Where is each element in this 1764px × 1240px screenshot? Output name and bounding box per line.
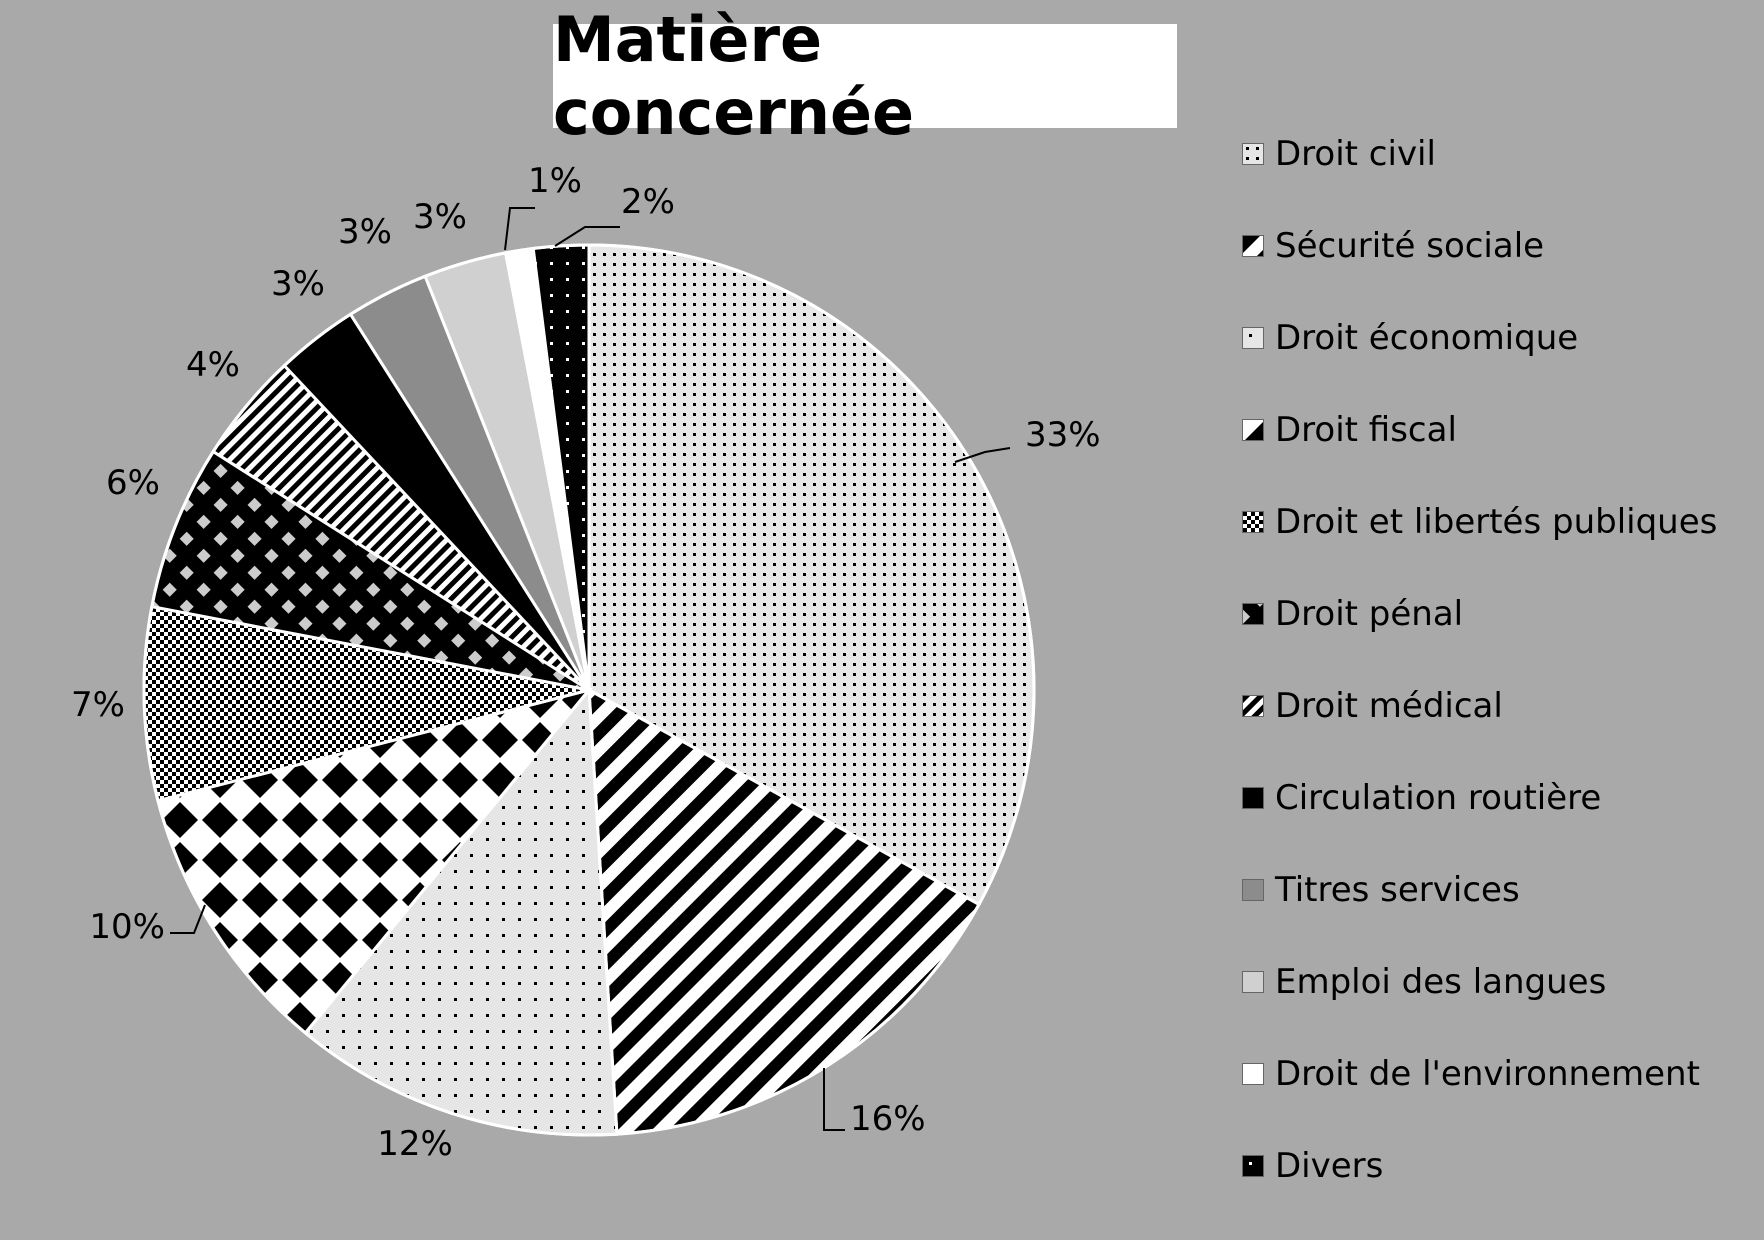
legend-item: Droit économique	[1242, 292, 1763, 384]
legend-label: Droit civil	[1275, 134, 1436, 174]
data-label: 7%	[71, 685, 125, 725]
legend-swatch	[1242, 1063, 1264, 1085]
data-label: 12%	[377, 1124, 453, 1164]
legend-item: Droit de l'environnement	[1242, 1028, 1763, 1120]
legend-swatch	[1242, 971, 1264, 993]
leader-lines	[170, 207, 1011, 1131]
legend-item: Emploi des langues	[1242, 936, 1763, 1028]
legend-label: Emploi des langues	[1275, 962, 1607, 1002]
data-label: 16%	[850, 1099, 926, 1139]
legend-item: Droit civil	[1242, 108, 1763, 200]
legend-swatch	[1242, 695, 1264, 717]
data-label: 33%	[1025, 415, 1101, 455]
data-label: 4%	[186, 345, 240, 385]
legend-label: Droit de l'environnement	[1275, 1054, 1700, 1094]
legend-item: Droit pénal	[1242, 568, 1763, 660]
pie-slices	[142, 243, 1036, 1137]
pie-outline	[142, 243, 1036, 1137]
leader-line	[504, 207, 535, 251]
legend-swatch	[1242, 143, 1264, 165]
legend-label: Droit économique	[1275, 318, 1579, 358]
data-label: 6%	[106, 463, 160, 503]
legend-label: Droit fiscal	[1275, 410, 1457, 450]
data-label: 3%	[413, 197, 467, 237]
legend-label: Circulation routière	[1275, 778, 1602, 818]
legend-swatch	[1242, 1155, 1264, 1177]
legend-swatch	[1242, 327, 1264, 349]
chart-title: Matière concernée	[553, 3, 915, 149]
legend-label: Titres services	[1275, 870, 1520, 910]
data-label: 3%	[338, 212, 392, 252]
data-label: 10%	[89, 907, 165, 947]
legend-item: Circulation routière	[1242, 752, 1763, 844]
chart-title-box: Matière concernée	[553, 3, 1177, 149]
leader-line	[823, 1068, 845, 1131]
legend-item: Titres services	[1242, 844, 1763, 936]
legend-label: Divers	[1275, 1146, 1384, 1186]
legend-swatch	[1242, 419, 1264, 441]
legend-swatch	[1242, 511, 1264, 533]
legend: Droit civil Sécurité sociale Droit économi…	[1242, 108, 1763, 1212]
legend-label: Sécurité sociale	[1275, 226, 1545, 266]
legend-label: Droit et libertés publiques	[1275, 502, 1718, 542]
legend-item: Droit médical	[1242, 660, 1763, 752]
legend-item: Divers	[1242, 1120, 1763, 1212]
legend-swatch	[1242, 787, 1264, 809]
leader-line	[954, 447, 1011, 463]
data-label: 2%	[621, 182, 675, 222]
data-labels: 33% 16% 12% 10% 7% 6% 4% 3% 3% 3% 1% 2%	[71, 161, 1101, 1164]
legend-item: Sécurité sociale	[1242, 200, 1763, 292]
legend-label: Droit médical	[1275, 686, 1503, 726]
legend-swatch	[1242, 235, 1264, 257]
legend-label: Droit pénal	[1275, 594, 1464, 634]
legend-swatch	[1242, 603, 1264, 625]
leader-line	[170, 904, 206, 934]
legend-swatch	[1242, 879, 1264, 901]
data-label: 1%	[528, 161, 582, 201]
legend-item: Droit et libertés publiques	[1242, 476, 1763, 568]
leader-line	[554, 226, 620, 247]
legend-item: Droit fiscal	[1242, 384, 1763, 476]
data-label: 3%	[271, 264, 325, 304]
